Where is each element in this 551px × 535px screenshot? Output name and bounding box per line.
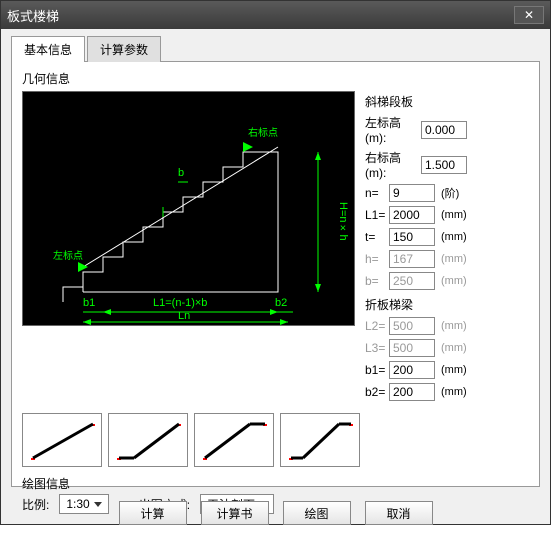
unit-L2: (mm) (441, 320, 467, 332)
input-left-h[interactable] (421, 121, 467, 139)
unit-bb: (mm) (441, 275, 467, 287)
label-right-pt: 右标点 (248, 124, 278, 139)
calc-button[interactable]: 计算 (119, 501, 187, 525)
input-n[interactable] (389, 184, 435, 202)
input-h (389, 250, 435, 268)
input-bb (389, 272, 435, 290)
cancel-button[interactable]: 取消 (365, 501, 433, 525)
label-b1p: b1= (365, 363, 389, 377)
unit-h: (mm) (441, 253, 467, 265)
tab-strip: 基本信息 计算参数 (1, 29, 550, 61)
label-left-pt: 左标点 (53, 247, 83, 262)
label-b2p: b2= (365, 385, 389, 399)
input-L1[interactable] (389, 206, 435, 224)
label-L1: L1= (365, 208, 389, 222)
group-geom-label: 几何信息 (22, 70, 529, 87)
input-t[interactable] (389, 228, 435, 246)
unit-L3: (mm) (441, 342, 467, 354)
unit-t: (mm) (441, 231, 467, 243)
input-right-h[interactable] (421, 156, 467, 174)
label-L3: L3= (365, 341, 389, 355)
label-t: t= (365, 230, 389, 244)
input-b2[interactable] (389, 383, 435, 401)
stair-diagram: H=n×h L1=(n-1)×b Ln b1 b2 b 左标点 右标点 (22, 91, 355, 326)
label-h: h= (365, 252, 389, 266)
thumb-2[interactable] (108, 413, 188, 467)
unit-b2: (mm) (441, 386, 467, 398)
draw-info: 绘图信息 (22, 475, 529, 492)
section-beam: 折板梯梁 (365, 296, 529, 313)
book-button[interactable]: 计算书 (201, 501, 269, 525)
dim-b: b (178, 167, 184, 179)
dim-h: H=n×h (337, 202, 349, 241)
tab-params[interactable]: 计算参数 (87, 36, 161, 62)
close-button[interactable]: ✕ (514, 6, 544, 24)
scale-select[interactable]: 1:30 (59, 494, 108, 514)
thumb-3[interactable] (194, 413, 274, 467)
dim-b2: b2 (275, 297, 287, 309)
unit-b1: (mm) (441, 364, 467, 376)
dim-b1: b1 (83, 297, 95, 309)
unit-n: (阶) (441, 185, 459, 201)
group-draw-label: 绘图信息 (22, 475, 70, 492)
label-bb: b= (365, 274, 389, 288)
dim-l1: L1=(n-1)×b (153, 297, 207, 309)
input-L3 (389, 339, 435, 357)
label-right-h: 右标高(m): (365, 149, 421, 180)
params-panel: 斜梯段板 左标高(m): 右标高(m): n= (阶) L1= ( (365, 91, 529, 405)
label-left-h: 左标高(m): (365, 114, 421, 145)
label-n: n= (365, 186, 389, 200)
section-slab: 斜梯段板 (365, 93, 529, 110)
plot-button[interactable]: 绘图 (283, 501, 351, 525)
unit-L1: (mm) (441, 209, 467, 221)
input-L2 (389, 317, 435, 335)
tab-basic[interactable]: 基本信息 (11, 36, 85, 62)
window-title: 板式楼梯 (7, 6, 59, 25)
input-b1[interactable] (389, 361, 435, 379)
thumb-1[interactable] (22, 413, 102, 467)
tab-content: 几何信息 (11, 61, 540, 487)
titlebar: 板式楼梯 ✕ (1, 1, 550, 29)
thumb-4[interactable] (280, 413, 360, 467)
dim-ln: Ln (178, 310, 190, 322)
label-L2: L2= (365, 319, 389, 333)
stair-type-thumbs (22, 413, 529, 467)
scale-label: 比例: (22, 496, 49, 513)
dialog: 板式楼梯 ✕ 基本信息 计算参数 几何信息 (0, 0, 551, 525)
